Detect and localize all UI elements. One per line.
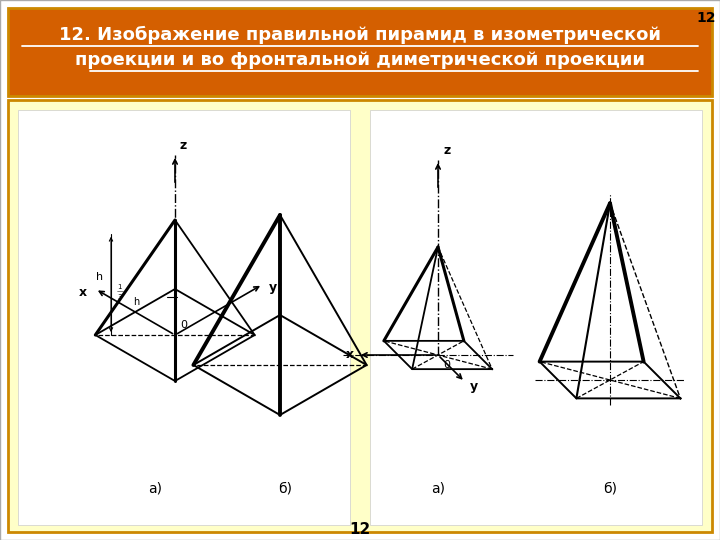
Text: x: x: [346, 348, 354, 361]
Text: y: y: [269, 281, 276, 294]
Text: y: y: [470, 380, 478, 393]
Text: б): б): [278, 481, 292, 495]
Text: 12. Изображение правильной пирамид в изометрической: 12. Изображение правильной пирамид в изо…: [59, 26, 661, 44]
Text: h: h: [96, 273, 103, 282]
Text: 12: 12: [349, 523, 371, 537]
Bar: [8, 8, 712, 96]
Text: 12: 12: [696, 11, 716, 25]
Text: а): а): [431, 481, 445, 495]
Text: б): б): [603, 481, 617, 495]
Text: x: x: [79, 286, 87, 299]
Text: 0: 0: [443, 360, 450, 370]
Text: а): а): [148, 481, 162, 495]
Text: h: h: [134, 296, 140, 307]
Text: проекции и во фронтальной диметрической проекции: проекции и во фронтальной диметрической …: [75, 51, 645, 69]
Text: z: z: [443, 144, 450, 157]
Text: z: z: [180, 139, 187, 152]
Text: 0: 0: [180, 320, 187, 330]
Bar: [8, 100, 712, 532]
Bar: [370, 110, 702, 525]
Text: 1
—
3: 1 — 3: [117, 284, 123, 300]
Bar: [18, 110, 350, 525]
